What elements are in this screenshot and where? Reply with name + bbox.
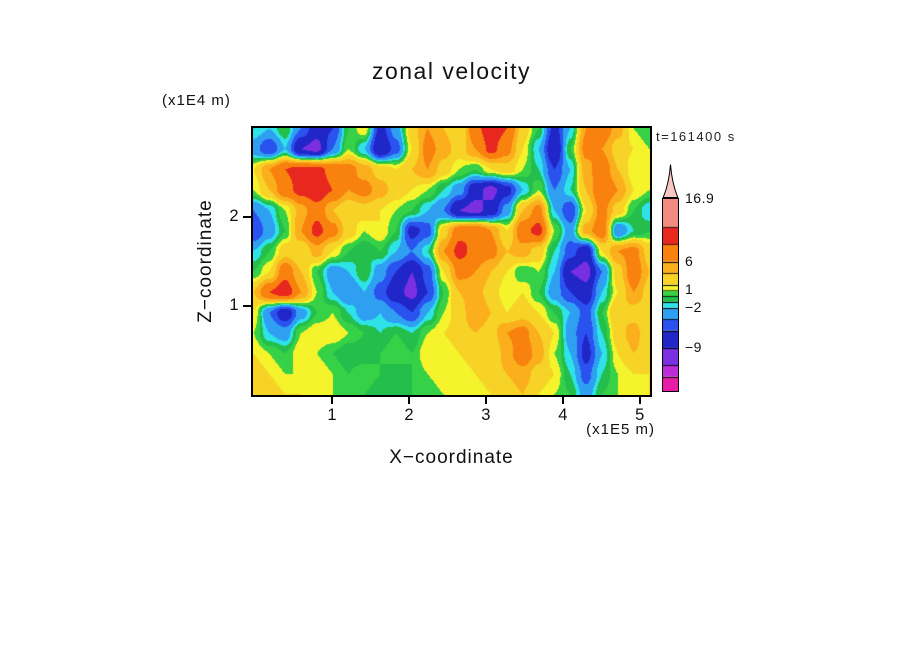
time-annotation: t=161400 s (656, 129, 736, 144)
x-axis-label: X−coordinate (389, 447, 514, 468)
colorbar-tick-label: 6 (685, 252, 694, 269)
y-tick-mark (243, 305, 251, 307)
colorbar-tick-label: 16.9 (685, 190, 715, 206)
x-tick-mark (639, 397, 641, 404)
y-tick-label: 1 (229, 296, 239, 314)
colorbar-tick-label: −2 (685, 298, 702, 315)
x-tick-label: 1 (327, 406, 338, 424)
x-tick-mark (485, 397, 487, 404)
contour-canvas (253, 128, 650, 395)
x-tick-mark (331, 397, 334, 404)
x-tick-mark (408, 397, 410, 404)
y-tick-label: 2 (229, 207, 239, 225)
colorbar-labels: 16.9 6 1 −2 −9 (685, 190, 729, 390)
x-tick-label: 2 (404, 406, 415, 424)
plot-frame (251, 126, 652, 397)
x-tick-label: 4 (558, 406, 568, 424)
plot-title: zonal velocity (371, 58, 532, 84)
colorbar-tick-label: −9 (685, 338, 702, 355)
y-tick-mark (243, 216, 251, 218)
x-axis-ticks: 1 2 3 4 5 (253, 397, 650, 431)
colorbar: 16.9 6 1 −2 −9 (662, 164, 714, 392)
y-axis-units-label: (x1E4 m) (162, 92, 231, 109)
colorbar-tick-label: 1 (685, 281, 694, 298)
x-tick-label: 5 (635, 406, 645, 424)
colorbar-arrow-icon (662, 164, 679, 198)
x-axis-units-label: (x1E5 m) (586, 421, 655, 438)
colorbar-scale (662, 198, 679, 392)
x-tick-label: 3 (481, 406, 491, 424)
x-tick-mark (562, 397, 564, 404)
